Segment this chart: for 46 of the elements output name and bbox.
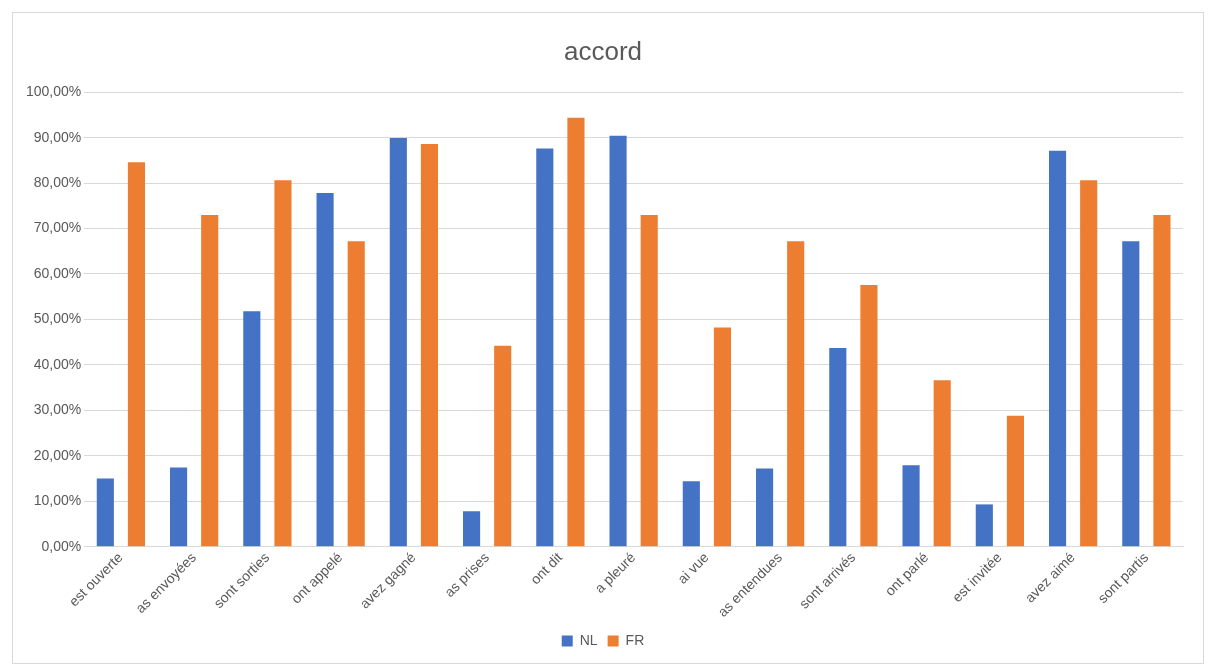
y-tick-label: 50,00% (33, 310, 82, 327)
bar (787, 241, 805, 547)
bar (316, 193, 334, 547)
bar (609, 135, 627, 547)
bar (536, 148, 554, 547)
y-tick-label: 90,00% (33, 128, 82, 145)
bar (902, 465, 920, 547)
bar (975, 504, 993, 547)
bar (274, 180, 292, 547)
bar (713, 327, 732, 547)
bar (347, 241, 365, 547)
bar (1049, 150, 1067, 547)
bar (243, 311, 261, 547)
bar (463, 511, 481, 547)
bar (494, 345, 512, 547)
y-tick-label: 20,00% (33, 446, 82, 463)
y-tick-label: 60,00% (33, 264, 82, 281)
bar (170, 467, 188, 547)
legend-label: NL (579, 631, 598, 648)
bar (756, 468, 774, 547)
x-tick-label: ont dit (526, 549, 566, 588)
bar (96, 478, 114, 547)
y-tick-label: 30,00% (33, 401, 82, 418)
y-tick-label: 80,00% (33, 173, 82, 190)
bar (640, 214, 658, 547)
bar (1080, 180, 1098, 547)
bar (567, 117, 585, 547)
x-tick-label: ai vue (674, 549, 712, 587)
bar (389, 138, 407, 547)
bar (1153, 214, 1171, 547)
y-tick-label: 40,00% (33, 355, 82, 372)
y-tick-label: 70,00% (33, 219, 82, 236)
bar (127, 162, 146, 547)
bar (682, 481, 700, 547)
bar (420, 144, 439, 547)
bar (933, 380, 951, 547)
y-tick-label: 10,00% (33, 492, 82, 509)
y-tick-label: 100,00% (25, 83, 82, 100)
bar (860, 284, 878, 547)
bar (1122, 241, 1140, 547)
bar (829, 348, 847, 547)
y-tick-label: 0,00% (41, 537, 82, 554)
bar (201, 214, 219, 547)
legend-label: FR (625, 631, 645, 648)
chart-title: accord (563, 35, 643, 66)
bar (1006, 415, 1024, 547)
